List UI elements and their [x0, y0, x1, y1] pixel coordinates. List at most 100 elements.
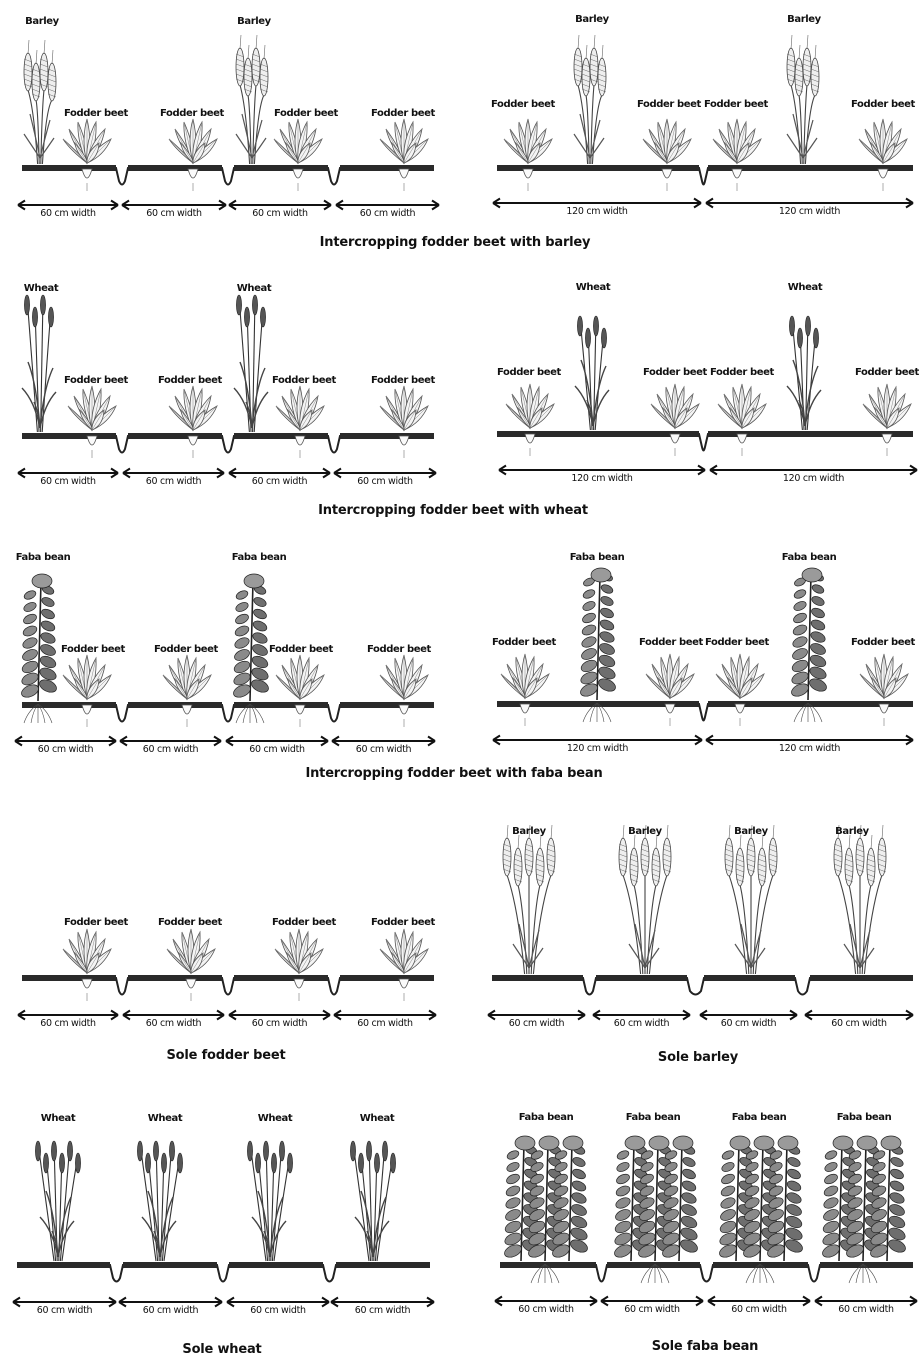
- fodder-beet-label: Fodder beet: [154, 644, 219, 655]
- wheat-label: Wheat: [360, 1113, 395, 1124]
- barley-label: Barley: [835, 826, 870, 837]
- width-label: 60 cm width: [252, 476, 308, 487]
- fodder-beet-plant: [379, 654, 429, 727]
- wheat-label: Wheat: [237, 283, 272, 294]
- barley-label: Barley: [512, 826, 547, 837]
- wheat-plant: [21, 294, 57, 433]
- barley-label: Barley: [787, 14, 822, 25]
- caption-sole-faba-bean: Sole faba bean: [652, 1339, 758, 1354]
- width-label: 60 cm width: [250, 1305, 306, 1316]
- width-arrow: [492, 197, 702, 209]
- fodder-beet-label: Fodder beet: [371, 108, 436, 119]
- width-label: 120 cm width: [567, 743, 629, 754]
- width-label: 60 cm width: [146, 1018, 202, 1029]
- fodder-beet-plant: [500, 653, 550, 726]
- wheat-plant: [137, 1140, 183, 1262]
- wheat-label: Wheat: [258, 1113, 293, 1124]
- width-label: 60 cm width: [40, 476, 96, 487]
- width-arrow: [498, 464, 706, 476]
- faba-bean-plant: [791, 567, 827, 723]
- fodder-beet-plant: [67, 385, 117, 458]
- wheat-plant: [574, 315, 610, 431]
- fodder-beet-label: Fodder beet: [639, 637, 704, 648]
- fodder-beet-label: Fodder beet: [160, 108, 225, 119]
- width-label: 60 cm width: [143, 744, 199, 755]
- fodder-beet-label: Fodder beet: [158, 917, 223, 928]
- fodder-beet-label: Fodder beet: [705, 637, 770, 648]
- caption-faba-intercrop: Intercropping fodder beet with faba bean: [305, 766, 602, 781]
- ridge-sole-barley: [492, 975, 913, 996]
- fodder-beet-label: Fodder beet: [851, 637, 916, 648]
- width-label: 60 cm width: [40, 1018, 96, 1029]
- fodder-beet-plant: [275, 654, 325, 727]
- width-arrow: [707, 1295, 811, 1307]
- faba-bean-plant: [822, 1135, 906, 1284]
- width-arrow: [226, 1296, 330, 1308]
- width-label: 60 cm width: [357, 476, 413, 487]
- width-label: 120 cm width: [779, 206, 841, 217]
- fodder-beet-plant: [273, 118, 323, 191]
- faba-bean-label: Faba bean: [626, 1112, 681, 1123]
- width-arrow: [228, 199, 332, 211]
- width-label: 60 cm width: [360, 208, 416, 219]
- width-arrow: [121, 199, 227, 211]
- width-arrow: [17, 199, 119, 211]
- width-arrow: [330, 1296, 435, 1308]
- width-arrow: [17, 467, 119, 479]
- fodder-beet-label: Fodder beet: [492, 637, 557, 648]
- fodder-beet-label: Fodder beet: [710, 367, 775, 378]
- wheat-plant: [233, 294, 269, 433]
- caption-wheat-intercrop: Intercropping fodder beet with wheat: [318, 503, 588, 518]
- width-arrow: [492, 734, 703, 746]
- fodder-beet-label: Fodder beet: [637, 99, 702, 110]
- width-arrow: [487, 1009, 586, 1021]
- ridge-sole-fodder-beet: [22, 975, 434, 996]
- width-label: 60 cm width: [518, 1304, 574, 1315]
- width-label: 60 cm width: [355, 1305, 411, 1316]
- faba-bean-label: Faba bean: [232, 552, 287, 563]
- barley-plant: [502, 824, 556, 975]
- barley-plant: [573, 34, 607, 165]
- width-arrow: [335, 199, 440, 211]
- ridge-sole-wheat: [17, 1262, 430, 1283]
- faba-bean-plant: [580, 567, 616, 723]
- fodder-beet-label: Fodder beet: [272, 375, 337, 386]
- fodder-beet-plant: [275, 385, 325, 458]
- width-label: 120 cm width: [571, 473, 633, 484]
- fodder-beet-plant: [862, 383, 912, 456]
- faba-bean-label: Faba bean: [16, 552, 71, 563]
- wheat-label: Wheat: [148, 1113, 183, 1124]
- fodder-beet-plant: [162, 654, 212, 727]
- fodder-beet-label: Fodder beet: [274, 108, 339, 119]
- fodder-beet-label: Fodder beet: [367, 644, 432, 655]
- barley-label: Barley: [628, 826, 663, 837]
- width-arrow: [228, 1009, 331, 1021]
- faba-bean-label: Faba bean: [837, 1112, 892, 1123]
- barley-label: Barley: [237, 16, 272, 27]
- caption-sole-fodder-beet: Sole fodder beet: [167, 1048, 286, 1063]
- width-arrow: [494, 1295, 598, 1307]
- width-label: 60 cm width: [249, 744, 305, 755]
- barley-label: Barley: [734, 826, 769, 837]
- wheat-plant: [786, 315, 822, 431]
- fodder-beet-label: Fodder beet: [704, 99, 769, 110]
- width-arrow: [333, 1009, 437, 1021]
- width-arrow: [333, 467, 437, 479]
- width-label: 60 cm width: [357, 1018, 413, 1029]
- ridge-wheat-60: [22, 433, 434, 454]
- fodder-beet-label: Fodder beet: [371, 375, 436, 386]
- barley-plant: [618, 824, 672, 975]
- width-label: 60 cm width: [38, 744, 94, 755]
- fodder-beet-plant: [379, 928, 429, 1001]
- barley-plant: [786, 34, 820, 165]
- fodder-beet-label: Fodder beet: [491, 99, 556, 110]
- fodder-beet-plant: [642, 118, 692, 191]
- width-arrow: [705, 734, 914, 746]
- width-label: 60 cm width: [146, 208, 202, 219]
- width-arrow: [804, 1009, 914, 1021]
- width-label: 60 cm width: [40, 208, 96, 219]
- fodder-beet-plant: [858, 118, 908, 191]
- fodder-beet-plant: [166, 928, 216, 1001]
- width-label: 60 cm width: [831, 1018, 887, 1029]
- barley-label: Barley: [25, 16, 60, 27]
